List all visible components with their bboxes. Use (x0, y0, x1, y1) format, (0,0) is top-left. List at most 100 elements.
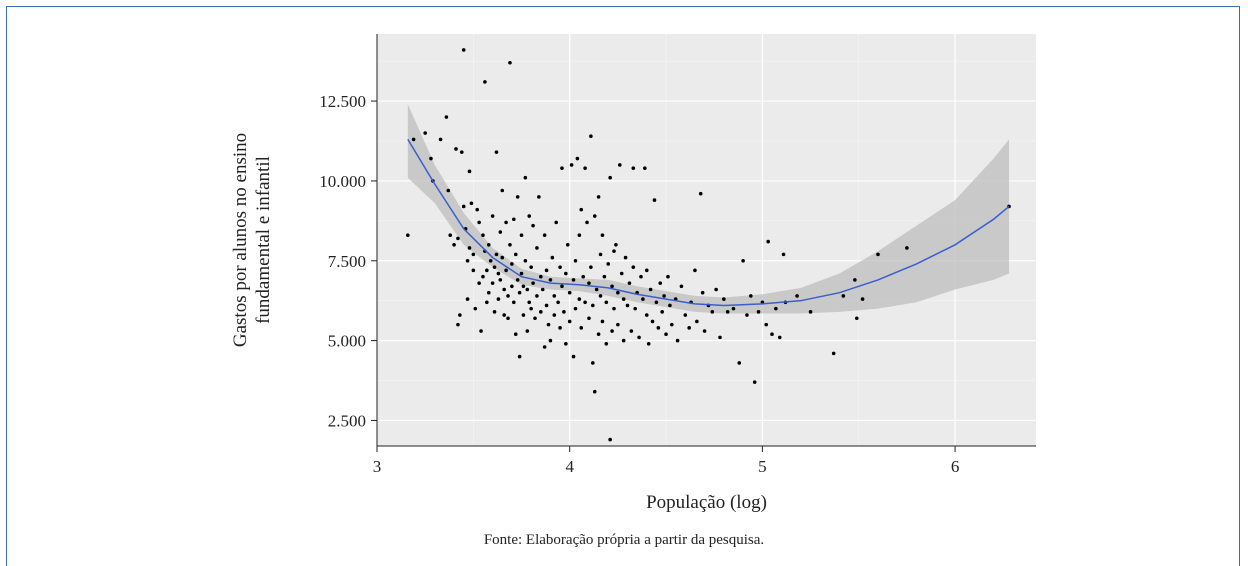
data-point (554, 220, 559, 225)
data-point (614, 242, 618, 247)
x-tick-label: 5 (758, 457, 767, 476)
data-point (662, 294, 666, 298)
data-point (606, 262, 611, 266)
data-point (619, 271, 624, 276)
x-tick-label: 6 (951, 457, 960, 476)
source-note: Fonte: Elaboração própria a partir da pe… (483, 532, 765, 548)
data-point (535, 246, 539, 250)
data-point (500, 255, 505, 260)
y-tick-label: 12.500 (319, 92, 366, 111)
data-point (492, 265, 497, 269)
y-tick-label: 5.000 (328, 332, 366, 351)
data-point (456, 322, 460, 327)
data-point (573, 306, 578, 311)
data-point (583, 166, 587, 170)
data-point (610, 329, 614, 333)
data-point (666, 274, 670, 279)
data-point (591, 361, 595, 365)
data-point (521, 284, 526, 289)
data-point (531, 281, 535, 285)
data-point (698, 191, 703, 196)
x-axis-ticks: 3 4 5 6 (373, 446, 960, 476)
data-point (506, 316, 510, 321)
data-point (406, 233, 410, 238)
data-point (411, 137, 416, 142)
data-point (853, 278, 857, 282)
data-point (637, 335, 641, 340)
data-point (454, 147, 458, 151)
data-point (641, 297, 645, 301)
data-point (648, 287, 653, 292)
data-point (542, 233, 547, 238)
data-point (490, 281, 495, 285)
data-point (710, 310, 715, 314)
data-point (515, 195, 520, 199)
data-point (604, 300, 609, 305)
data-point (608, 437, 612, 442)
data-point (544, 303, 549, 308)
data-point (737, 361, 742, 365)
data-point (774, 306, 778, 311)
data-point (496, 297, 501, 301)
data-point (512, 217, 516, 222)
data-point (479, 329, 483, 333)
data-point (490, 214, 495, 218)
data-point (477, 281, 481, 285)
smooth-line (407, 139, 1010, 307)
data-points (406, 48, 1011, 442)
data-point (764, 322, 769, 327)
data-point (538, 310, 543, 314)
data-point (639, 274, 643, 279)
data-point (668, 303, 672, 308)
data-point (600, 233, 605, 238)
data-point (770, 332, 774, 337)
data-point (465, 297, 470, 301)
data-point (552, 313, 557, 317)
data-point (486, 290, 491, 295)
data-point (579, 207, 584, 212)
data-point (533, 316, 537, 321)
data-point (560, 166, 564, 170)
data-point (519, 233, 524, 238)
data-point (502, 313, 506, 317)
data-point (486, 242, 491, 247)
data-point (575, 156, 580, 161)
data-point (596, 195, 601, 199)
data-point (485, 300, 489, 305)
data-point (612, 306, 616, 311)
y-axis-title-line-2: fundamental e infantil (253, 156, 274, 324)
data-point (583, 300, 587, 305)
data-point (571, 278, 576, 282)
data-point (560, 284, 564, 289)
data-point (610, 284, 614, 289)
data-point (679, 284, 684, 289)
data-point (485, 268, 489, 273)
data-point (766, 239, 770, 244)
data-point (456, 236, 460, 241)
data-point (687, 326, 691, 330)
data-point (525, 287, 530, 292)
data-point (496, 271, 501, 276)
data-point (602, 274, 607, 279)
data-point (537, 195, 541, 199)
data-point (621, 297, 626, 301)
data-point (552, 294, 557, 298)
data-point (808, 310, 813, 314)
data-point (598, 294, 603, 298)
data-point (617, 163, 622, 167)
data-point (556, 300, 560, 305)
data-point (604, 341, 609, 346)
data-point (579, 326, 584, 330)
data-point (510, 262, 514, 266)
data-point (510, 284, 514, 289)
data-point (523, 175, 528, 180)
data-point (660, 310, 664, 314)
data-point (860, 297, 865, 301)
data-point (646, 341, 651, 346)
data-point (527, 214, 532, 218)
data-point (567, 290, 572, 295)
data-point (498, 278, 503, 282)
data-point (702, 329, 707, 333)
data-point (458, 313, 462, 317)
y-axis-title: Gastos por alunos no ensino fundamental … (230, 133, 274, 347)
